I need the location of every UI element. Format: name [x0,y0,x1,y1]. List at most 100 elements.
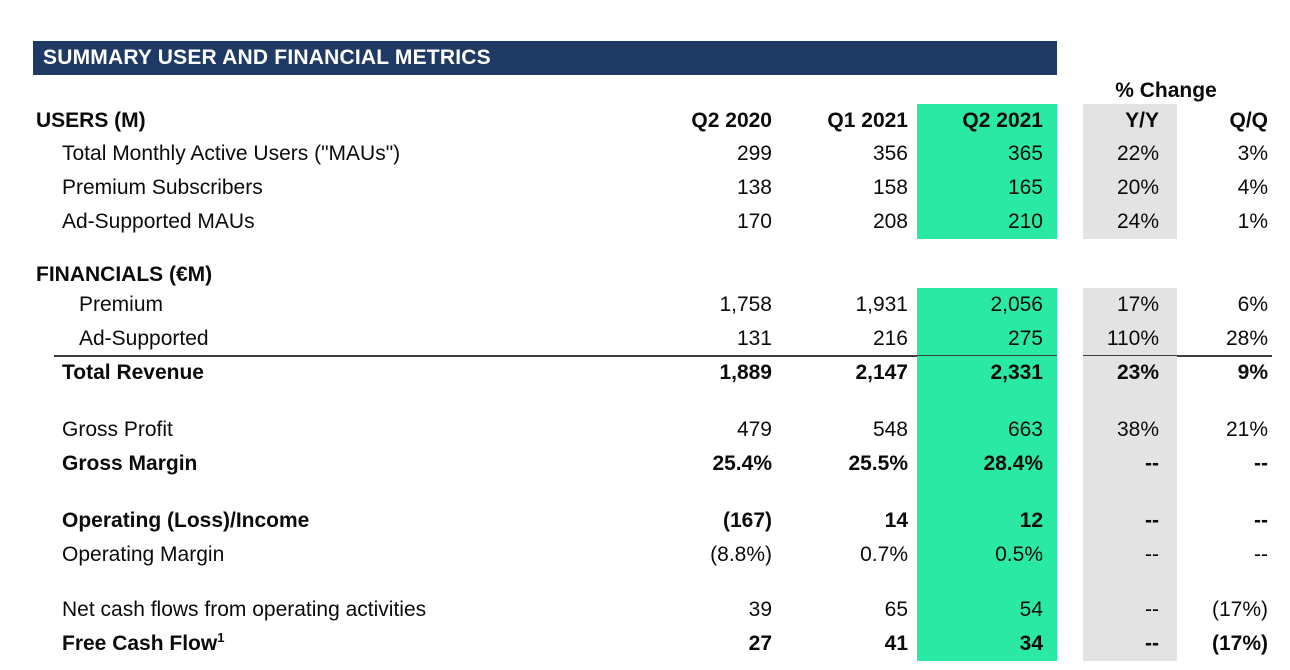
cell-q1-2021: 2,147 [855,361,908,384]
cell-q2-2020: 1,889 [719,361,772,384]
cell-q1-2021 [772,481,917,504]
table-row: Ad-Supported 131 216 275 110% 28% [36,322,1277,357]
cell-q1-2021: 208 [872,210,908,233]
row-label: USERS (M) [36,109,146,132]
cell-qq: -- [1254,509,1268,532]
cell-qq: 28% [1225,327,1268,350]
row-label: Free Cash Flow1 [62,630,225,655]
table-row: Net cash flows from operating activities… [36,593,1277,627]
table-header-row: USERS (M) Q2 2020 Q1 2021 Q2 2021 Y/Y Q/Q [36,104,1277,137]
table-row: Ad-Supported MAUs 170 208 210 24% 1% [36,205,1277,239]
cell-gap [1057,390,1083,413]
cell-qq [1177,258,1277,288]
cell-q2-2021: 165 [917,171,1057,205]
table-row: Operating (Loss)/Income (167) 14 12 -- -- [36,504,1277,538]
cell-qq: 21% [1225,418,1268,441]
cell-gap [1057,258,1083,288]
table-row: Gross Margin 25.4% 25.5% 28.4% -- -- [36,447,1277,481]
cell-q2-2021: 2,331 [917,356,1057,390]
cell-q2-2021: 28.4% [917,447,1057,481]
cell-q2-2021: 34 [917,627,1057,661]
cell-q2-2021 [917,258,1057,288]
row-label: Operating (Loss)/Income [62,509,310,532]
cell-yy: -- [1083,504,1177,538]
cell-q2-2020: 299 [736,142,772,165]
cell-yy: 20% [1083,171,1177,205]
cell-q2-2021: 54 [917,593,1057,627]
cell-q1-2021: 41 [884,632,908,655]
total-rule-left [54,355,1057,357]
cell-qq: 9% [1237,361,1268,384]
cell-q2-2020: 131 [736,327,772,350]
cell-q2-2020 [632,572,772,593]
row-label [36,572,632,593]
row-label [36,481,632,504]
cell-qq: 6% [1237,293,1268,316]
cell-q1-2021: 1,931 [855,293,908,316]
cell-q2-2021 [917,481,1057,504]
cell-qq: Q/Q [1229,109,1268,132]
cell-q1-2021 [772,572,917,593]
cell-gap [1057,481,1083,504]
cell-q1-2021: 65 [884,598,908,621]
cell-q1-2021 [772,239,917,258]
cell-q2-2021: 210 [917,205,1057,239]
cell-q2-2021: 0.5% [917,538,1057,572]
cell-gap [1057,572,1083,593]
cell-q1-2021: 356 [872,142,908,165]
cell-yy: 38% [1083,413,1177,447]
cell-gap [1057,171,1083,205]
cell-gap [1057,137,1083,171]
row-label: Gross Profit [62,418,173,441]
cell-yy [1083,481,1177,504]
cell-qq: (17%) [1211,598,1268,621]
cell-yy [1083,390,1177,413]
row-label: Premium [79,293,164,316]
total-rule-right [1083,355,1272,357]
cell-q1-2021: 0.7% [860,543,908,566]
cell-gap [1057,322,1083,356]
cell-yy: 22% [1083,137,1177,171]
cell-qq: 3% [1237,142,1268,165]
cell-yy: -- [1083,447,1177,481]
cell-q2-2020: Q2 2020 [691,109,772,132]
cell-q2-2020: 25.4% [712,452,772,475]
percent-change-header: % Change [1115,79,1217,102]
cell-q2-2020 [632,239,772,258]
cell-q2-2021: Q2 2021 [917,104,1057,137]
table-row: Operating Margin (8.8%) 0.7% 0.5% -- -- [36,538,1277,572]
cell-q1-2021: Q1 2021 [827,109,908,132]
cell-yy [1083,572,1177,593]
cell-yy: 23% [1083,356,1177,390]
cell-q1-2021 [772,390,917,413]
cell-q2-2021: 365 [917,137,1057,171]
cell-q2-2021: 2,056 [917,288,1057,322]
cell-q1-2021: 14 [884,509,908,532]
cell-gap [1057,447,1083,481]
cell-gap [1057,627,1083,661]
cell-yy: -- [1083,538,1177,572]
cell-q2-2021 [917,390,1057,413]
cell-q2-2021: 12 [917,504,1057,538]
row-label: Ad-Supported [79,327,209,350]
row-label: Premium Subscribers [62,176,263,199]
row-label: Gross Margin [62,452,198,475]
cell-q2-2020: 27 [748,632,772,655]
spacer-row [36,239,1277,258]
cell-q2-2020: 1,758 [719,293,772,316]
table-row: Premium 1,758 1,931 2,056 17% 6% [36,288,1277,322]
cell-qq [1177,390,1277,413]
cell-gap [1057,538,1083,572]
row-label: Total Revenue [62,361,204,384]
cell-qq: 4% [1237,176,1268,199]
cell-yy: 17% [1083,288,1177,322]
cell-gap [1057,104,1083,137]
spacer-row [36,572,1277,593]
cell-qq: -- [1254,543,1268,566]
cell-gap [1057,356,1083,390]
section-title: SUMMARY USER AND FINANCIAL METRICS [43,46,491,69]
cell-qq: (17%) [1211,632,1268,655]
cell-q1-2021 [772,258,917,288]
cell-yy: 24% [1083,205,1177,239]
cell-q2-2021 [917,572,1057,593]
